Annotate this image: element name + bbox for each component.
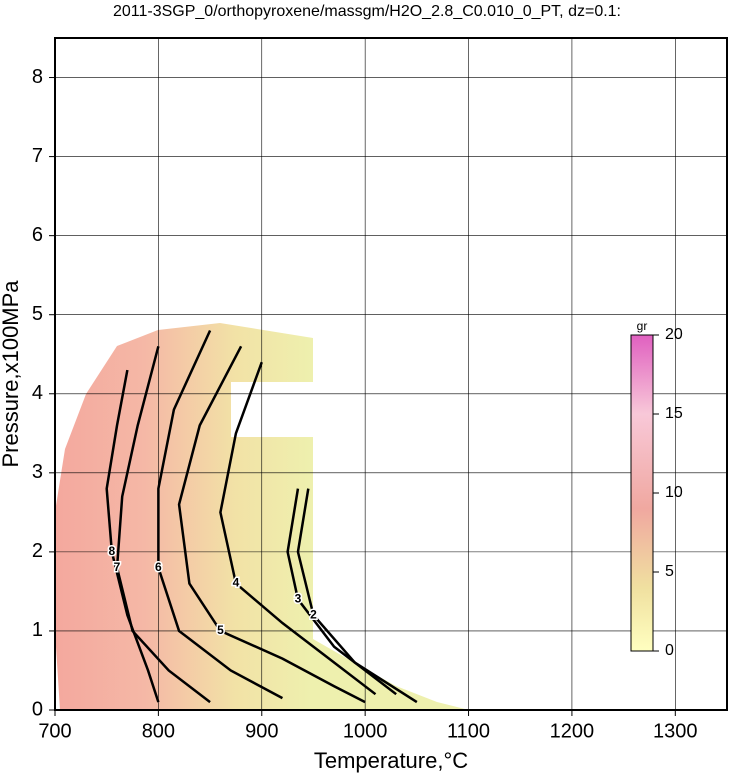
contour-label: 8 (109, 544, 116, 558)
contour-line (177, 345, 366, 704)
y-tick-label: 0 (32, 698, 43, 720)
contour-label: 4 (233, 576, 240, 590)
x-tick-label: 1000 (343, 720, 388, 742)
y-tick-label: 7 (32, 145, 43, 167)
y-tick-label: 3 (32, 461, 43, 483)
colorbar-label: gr (637, 319, 648, 333)
colorbar (630, 334, 654, 652)
chart-title: 2011-3SGP_0/orthopyroxene/massgm/H2O_2.8… (113, 3, 621, 20)
y-tick-label: 5 (32, 303, 43, 325)
x-axis-label: Temperature,°C (314, 748, 468, 773)
contour-line (219, 361, 377, 696)
plot-frame (54, 37, 728, 711)
x-tick-label: 800 (142, 720, 175, 742)
contour-label: 5 (217, 623, 224, 637)
contour-line (115, 346, 211, 704)
colorbar-tick-label: 20 (665, 326, 683, 343)
grid (54, 38, 727, 711)
y-tick-label: 4 (32, 382, 43, 404)
contours: 8 7 6 5 4 32 (105, 329, 418, 704)
colorbar-axis: gr 0 5 10 15 20 (637, 319, 683, 659)
contour-label: 6 (155, 560, 162, 574)
colorbar-tick-label: 15 (665, 405, 683, 422)
x-tick-label: 1200 (550, 720, 595, 742)
colorbar-tick-label: 0 (665, 642, 674, 659)
x-tick-label: 1300 (653, 720, 698, 742)
y-axis-label: Pressure,x100MPa (0, 280, 23, 468)
contour-label: 2 (310, 607, 317, 621)
colorbar-tick-label: 5 (665, 563, 674, 580)
y-tick-label: 8 (32, 66, 43, 88)
y-tick-label: 2 (32, 540, 43, 562)
colorbar-tick-label: 10 (665, 484, 683, 501)
y-tick-label: 6 (32, 224, 43, 246)
x-tick-label: 900 (245, 720, 278, 742)
contour-line (157, 329, 284, 700)
x-tick-label: 700 (38, 720, 71, 742)
y-tick-label: 1 (32, 619, 43, 641)
contour-label: 7 (114, 560, 121, 574)
contour-line (296, 488, 418, 704)
x-tick-label: 1100 (447, 720, 490, 742)
contour-line (105, 369, 160, 703)
contour-label: 3 (295, 591, 302, 605)
